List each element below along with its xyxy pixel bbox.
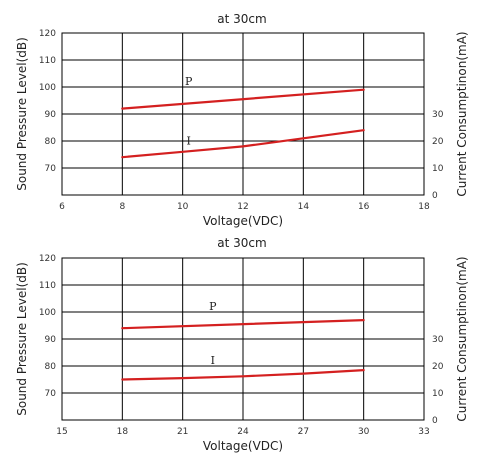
y2-tick-label: 10 bbox=[432, 164, 444, 174]
x-tick-label: 18 bbox=[117, 427, 129, 437]
series-line-i bbox=[121, 129, 365, 159]
chart-top-series: PI bbox=[121, 75, 365, 159]
chart-bottom-y2-ticks: 0 10 20 30 bbox=[432, 335, 444, 426]
y-tick-label: 100 bbox=[39, 83, 56, 93]
y-tick-label: 120 bbox=[39, 29, 56, 39]
series-label-p: P bbox=[185, 75, 193, 88]
series-line-p bbox=[121, 319, 365, 330]
x-tick-label: 30 bbox=[358, 427, 370, 437]
y2-tick-label: 0 bbox=[432, 191, 438, 201]
series-line-i bbox=[121, 369, 365, 381]
x-tick-label: 14 bbox=[298, 202, 310, 212]
chart-top-y-ticks: 70 80 90 100 110 120 bbox=[39, 29, 56, 174]
x-tick-label: 16 bbox=[358, 202, 370, 212]
y2-tick-label: 30 bbox=[432, 335, 444, 345]
chart-top-grid bbox=[62, 33, 424, 195]
x-tick-label: 33 bbox=[418, 427, 429, 437]
chart-top-x-axis-label: Voltage(VDC) bbox=[203, 214, 283, 228]
chart-top-x-ticks: 6 8 10 12 14 16 18 bbox=[59, 202, 430, 212]
chart-top-y2-ticks: 0 10 20 30 bbox=[432, 110, 444, 201]
y2-tick-label: 20 bbox=[432, 362, 444, 372]
y-tick-label: 90 bbox=[45, 110, 57, 120]
y-tick-label: 100 bbox=[39, 308, 56, 318]
chart-top-title: at 30cm bbox=[217, 12, 266, 26]
chart-top: at 30cm 6 8 10 12 14 16 18 70 80 90 100 110 120 0 10… bbox=[15, 12, 469, 228]
x-tick-label: 24 bbox=[237, 427, 249, 437]
y-tick-label: 90 bbox=[45, 335, 57, 345]
x-tick-label: 21 bbox=[177, 427, 188, 437]
chart-top-y2-axis-label: Current Consumptinon(mA) bbox=[455, 31, 469, 196]
chart-bottom-y-ticks: 70 80 90 100 110 120 bbox=[39, 254, 56, 399]
y-tick-label: 80 bbox=[45, 362, 57, 372]
chart-bottom-title: at 30cm bbox=[217, 236, 266, 250]
chart-bottom-grid bbox=[62, 258, 424, 420]
series-label-i: I bbox=[187, 134, 191, 147]
y-tick-label: 80 bbox=[45, 137, 57, 147]
x-tick-label: 18 bbox=[418, 202, 430, 212]
y-tick-label: 70 bbox=[45, 164, 57, 174]
x-tick-label: 12 bbox=[237, 202, 248, 212]
series-label-i: I bbox=[211, 354, 215, 367]
x-tick-label: 15 bbox=[56, 427, 67, 437]
y-tick-label: 70 bbox=[45, 389, 57, 399]
chart-bottom-x-axis-label: Voltage(VDC) bbox=[203, 439, 283, 453]
y-tick-label: 110 bbox=[39, 56, 56, 66]
chart-bottom-series: PI bbox=[121, 300, 365, 381]
chart-bottom-y2-axis-label: Current Consumptinon(mA) bbox=[455, 256, 469, 421]
y2-tick-label: 20 bbox=[432, 137, 444, 147]
x-tick-label: 6 bbox=[59, 202, 65, 212]
y2-tick-label: 0 bbox=[432, 416, 438, 426]
y2-tick-label: 10 bbox=[432, 389, 444, 399]
x-tick-label: 27 bbox=[298, 427, 309, 437]
chart-bottom-x-ticks: 15 18 21 24 27 30 33 bbox=[56, 427, 429, 437]
y-tick-label: 120 bbox=[39, 254, 56, 264]
y-tick-label: 110 bbox=[39, 281, 56, 291]
chart-top-y-axis-label: Sound Pressure Level(dB) bbox=[15, 37, 29, 191]
series-line-p bbox=[121, 88, 365, 110]
x-tick-label: 8 bbox=[119, 202, 125, 212]
series-label-p: P bbox=[209, 300, 217, 313]
chart-bottom-y-axis-label: Sound Pressure Level(dB) bbox=[15, 262, 29, 416]
y2-tick-label: 30 bbox=[432, 110, 444, 120]
x-tick-label: 10 bbox=[177, 202, 189, 212]
